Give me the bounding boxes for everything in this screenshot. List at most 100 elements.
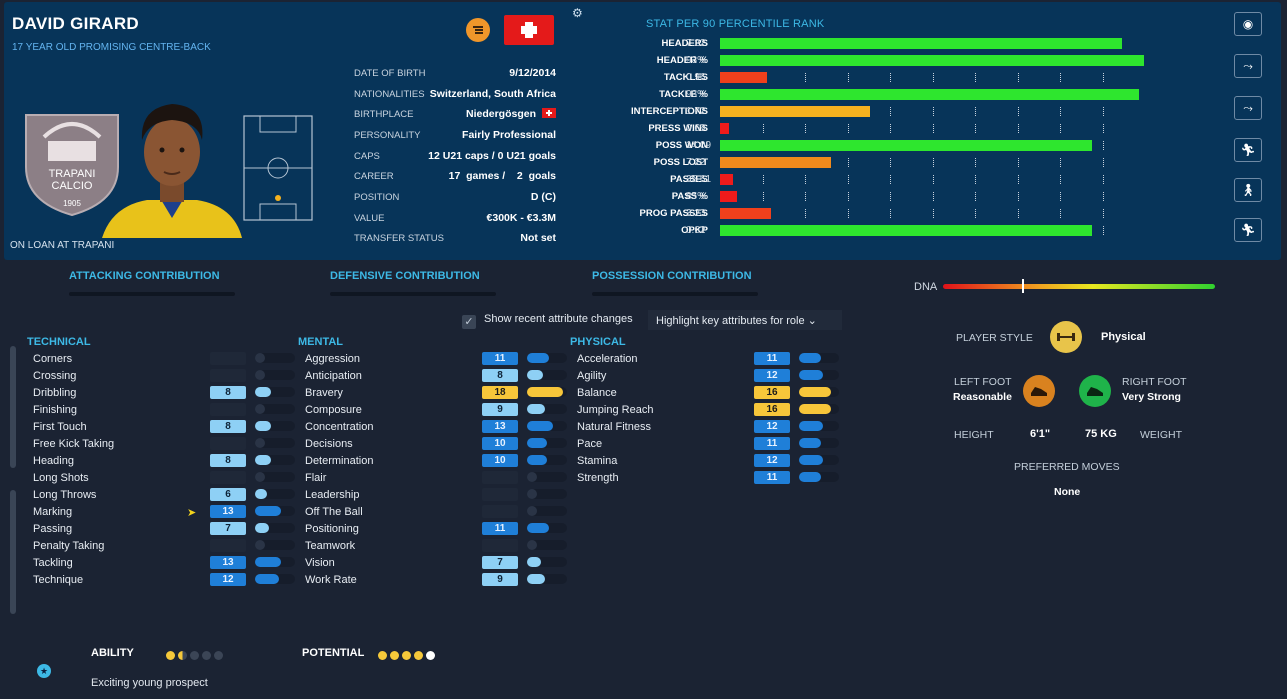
dna-bar (943, 284, 1215, 289)
walk-view-icon[interactable]: 🚶︎ (1234, 178, 1262, 202)
stat-tick (1102, 124, 1104, 133)
info-caps: CAPS 12 U21 caps / 0 U21 goals (354, 150, 556, 162)
attribute-value: 6 (210, 488, 246, 501)
slide-view-icon[interactable]: ⤳ (1234, 96, 1262, 120)
attribute-name: Crossing (33, 370, 77, 382)
stat-track (720, 38, 1150, 49)
run-view-icon[interactable]: 🏃︎ (1234, 138, 1262, 162)
attribute-row: Decisions 10 (305, 436, 575, 453)
ability-star-icon (202, 651, 211, 660)
attribute-row: Penalty Taking (33, 538, 303, 555)
role-icon[interactable] (466, 18, 490, 42)
stat-row: TACKLE % 93% (564, 86, 1154, 103)
height-value: 6'1" (1030, 428, 1051, 440)
potential-star-icon (378, 651, 387, 660)
stat-tick (1017, 73, 1019, 82)
attribute-row: Long Throws 6 (33, 487, 303, 504)
stat-value: 93% (686, 55, 707, 66)
highlight-attributes-dropdown[interactable]: Highlight key attributes for role ⌄ (648, 310, 842, 330)
scrollbar[interactable] (10, 346, 16, 468)
stat-bar (720, 55, 1144, 66)
show-recent-changes-toggle[interactable]: ✓ Show recent attribute changes (462, 313, 633, 329)
stat-value: 35.61 (686, 174, 712, 185)
attribute-name: Concentration (305, 421, 374, 433)
attribute-name: Composure (305, 404, 362, 416)
attribute-row: First Touch 8 (33, 419, 303, 436)
attribute-name: Jumping Reach (577, 404, 654, 416)
stat-tick (975, 175, 976, 184)
stat-track (720, 72, 1150, 83)
stat-tick (805, 73, 806, 82)
attribute-meter (799, 472, 839, 482)
stat-track (720, 157, 1150, 168)
stat-tick (1102, 226, 1104, 235)
sprint-view-icon[interactable]: 🏃︎ (1234, 218, 1262, 242)
stat-bar (720, 157, 832, 168)
potential-star-icon (426, 651, 435, 660)
stat-label: TACKLES (663, 72, 708, 83)
stat-value: 1.72 (686, 106, 706, 117)
stat-label: PASSES (670, 174, 708, 185)
stat-row: POSS LOST 7.22 (564, 154, 1154, 171)
stat-tick (890, 209, 891, 218)
info-personality: PERSONALITY Fairly Professional (354, 129, 556, 141)
stat-tick (1017, 124, 1019, 133)
stat-label: OPKP (681, 225, 708, 236)
attribute-meter (527, 523, 567, 533)
attribute-meter (255, 387, 295, 397)
info-transfer-status: TRANSFER STATUS Not set (354, 232, 556, 244)
stat-tick (847, 209, 849, 218)
right-foot-value: Very Strong (1122, 391, 1181, 403)
attribute-name: Pace (577, 438, 603, 450)
stat-tick (890, 124, 891, 133)
stat-track (720, 208, 1150, 219)
profile-view-icon[interactable]: ◉ (1234, 12, 1262, 36)
possession-contribution-bar (592, 292, 758, 296)
stat-row: PASS % 85% (564, 188, 1154, 205)
stat-value: 0.69 (686, 123, 706, 134)
dumbbell-icon (1050, 321, 1082, 353)
attribute-row: Aggression 11 (305, 351, 575, 368)
attribute-value (482, 505, 518, 518)
attribute-value: 11 (754, 471, 790, 484)
mental-heading: MENTAL (298, 336, 344, 348)
stat-bar (720, 38, 1123, 49)
gear-icon[interactable]: ⚙ (572, 6, 583, 20)
tab-possession-contribution[interactable]: POSSESSION CONTRIBUTION (592, 270, 752, 282)
stat-tick (1060, 175, 1061, 184)
attribute-meter-fill (255, 506, 281, 516)
stat-row: PROG PASSES 3.23 (564, 205, 1154, 222)
attribute-meter (799, 455, 839, 465)
scrollbar[interactable] (10, 490, 16, 614)
attribute-meter-fill (255, 489, 267, 499)
attribute-row: Positioning 11 (305, 521, 575, 538)
attribute-meter (527, 438, 567, 448)
attribute-meter-fill (255, 523, 269, 533)
left-foot-value: Reasonable (953, 391, 1012, 403)
stat-bar (720, 140, 1093, 151)
ability-star-icon (166, 651, 175, 660)
attribute-meter-fill (255, 421, 271, 431)
attribute-name: Finishing (33, 404, 78, 416)
player-header: DAVID GIRARD 17 YEAR OLD PROMISING CENTR… (4, 2, 1281, 260)
stat-tick (932, 192, 934, 201)
attribute-name: Aggression (305, 353, 361, 365)
attribute-meter (527, 557, 567, 567)
star-badge-icon: ★ (37, 664, 51, 678)
attribute-row: Pace 11 (577, 436, 847, 453)
attribute-value: 18 (482, 386, 518, 399)
tab-attacking-contribution[interactable]: ATTACKING CONTRIBUTION (69, 270, 220, 282)
chevron-down-icon: ⌄ (807, 315, 817, 327)
attribute-meter (527, 506, 567, 516)
attribute-value (210, 369, 246, 382)
stat-value: 7.22 (686, 157, 706, 168)
stat-tick (1102, 209, 1104, 218)
stat-label: HEADER % (656, 55, 708, 66)
tackle-view-icon[interactable]: ⤳ (1234, 54, 1262, 78)
tab-defensive-contribution[interactable]: DEFENSIVE CONTRIBUTION (330, 270, 480, 282)
attribute-name: Teamwork (305, 540, 356, 552)
attribute-row: Leadership (305, 487, 575, 504)
attribute-name: Penalty Taking (33, 540, 105, 552)
checkbox-icon[interactable]: ✓ (462, 315, 476, 329)
attribute-value: 10 (482, 454, 518, 467)
